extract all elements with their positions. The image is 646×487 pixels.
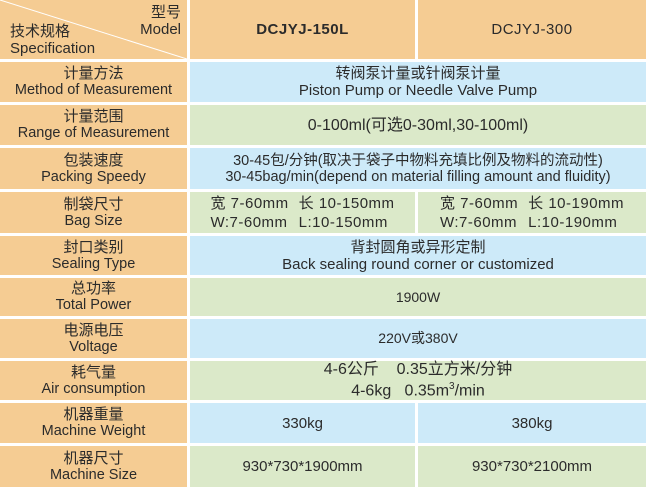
row-label: 计量范围 Range of Measurement <box>0 105 187 145</box>
label-zh: 总功率 <box>70 280 116 297</box>
label-en: Packing Speedy <box>41 168 146 185</box>
value-zh: 背封圆角或异形定制 <box>350 238 486 256</box>
width-zh: 宽 7-60mm <box>439 194 519 212</box>
label-en: Machine Size <box>49 466 138 483</box>
label-zh: 计量范围 <box>63 108 124 125</box>
size-model-1: 930*730*1900mm <box>190 446 415 487</box>
length-zh: 长 10-150mm <box>298 194 395 212</box>
model-2-header: DCJYJ-300 <box>418 0 646 59</box>
value-zh: 4-6公斤 0.35立方米/分钟 <box>323 361 513 379</box>
row-value: 220V或380V <box>190 319 646 358</box>
row-sealing-type: 封口类别 Sealing Type 背封圆角或异形定制 Back sealing r… <box>0 236 646 275</box>
row-voltage: 电源电压 Voltage 220V或380V <box>0 319 646 358</box>
row-label: 机器重量 Machine Weight <box>0 403 187 443</box>
row-value: 0-100ml(可选0-30ml,30-100ml) <box>190 105 646 145</box>
row-value: 30-45包/分钟(取决于袋子中物料充填比例及物料的流动性) 30-45bag/m… <box>190 148 646 189</box>
width-zh: 宽 7-60mm <box>210 194 289 212</box>
bag-size-model-1: 宽 7-60mm 长 10-150mm W:7-60mm L:10-150mm <box>190 192 415 233</box>
length-zh: 长 10-190mm <box>528 194 625 212</box>
label-en: Machine Weight <box>41 423 146 439</box>
model-heading-zh: 型号 <box>150 4 181 21</box>
value-zh: 30-45包/分钟(取决于袋子中物料充填比例及物料的流动性) <box>233 152 603 169</box>
label-zh: 机器尺寸 <box>63 449 124 467</box>
header-corner-cell: 型号 Model 技术规格 Specification <box>0 0 187 59</box>
bag-size-model-2: 宽 7-60mm 长 10-190mm W:7-60mm L:10-190mm <box>418 192 646 233</box>
spec-heading-en: Specification <box>10 40 96 57</box>
label-en: Voltage <box>69 338 118 355</box>
row-bag-size: 制袋尺寸 Bag Size 宽 7-60mm 长 10-150mm W:7-60mm L… <box>0 192 646 233</box>
weight-model-2: 380kg <box>418 403 646 443</box>
value-en: 30-45bag/min(depend on material filling … <box>225 168 611 185</box>
row-label: 封口类别 Sealing Type <box>0 236 187 275</box>
label-en: Bag Size <box>64 212 123 229</box>
value-en: Back sealing round corner or customized <box>282 255 554 273</box>
label-zh: 电源电压 <box>63 321 124 339</box>
model-heading-en: Model <box>140 21 181 38</box>
value-en-main: 4-6kg 0.35m <box>351 382 450 400</box>
label-en: Range of Measurement <box>17 125 170 141</box>
label-zh: 包装速度 <box>63 151 124 169</box>
row-label: 计量方法 Method of Measurement <box>0 62 187 102</box>
label-zh: 封口类别 <box>63 238 124 256</box>
row-label: 总功率 Total Power <box>0 278 187 316</box>
width-en: W:7-60mm <box>210 213 288 231</box>
weight-model-1: 330kg <box>190 403 415 443</box>
label-zh: 机器重量 <box>63 406 124 423</box>
row-label: 电源电压 Voltage <box>0 319 187 358</box>
row-value: 背封圆角或异形定制 Back sealing round corner or cu… <box>190 236 646 275</box>
row-label: 机器尺寸 Machine Size <box>0 446 187 487</box>
row-label: 制袋尺寸 Bag Size <box>0 192 187 233</box>
superscript: 3 <box>449 381 455 393</box>
row-label: 包装速度 Packing Speedy <box>0 148 187 189</box>
row-value: 转阀泵计量或针阀泵计量 Piston Pump or Needle Valve P… <box>190 62 646 102</box>
model-1-header: DCJYJ-150L <box>190 0 415 59</box>
row-machine-size: 机器尺寸 Machine Size 930*730*1900mm 930*730*… <box>0 446 646 487</box>
row-label: 耗气量 Air consumption <box>0 361 187 400</box>
value-en: Piston Pump or Needle Valve Pump <box>298 82 538 99</box>
row-range: 计量范围 Range of Measurement 0-100ml(可选0-30m… <box>0 105 646 145</box>
label-zh: 计量方法 <box>63 65 124 82</box>
model-heading: 型号 Model <box>140 4 181 38</box>
size-model-2: 930*730*2100mm <box>418 446 646 487</box>
length-en: L:10-190mm <box>528 213 618 231</box>
label-en: Sealing Type <box>51 255 136 272</box>
label-zh: 制袋尺寸 <box>63 195 124 213</box>
row-method: 计量方法 Method of Measurement 转阀泵计量或针阀泵计量 Pis… <box>0 62 646 102</box>
label-en: Method of Measurement <box>14 82 173 98</box>
row-machine-weight: 机器重量 Machine Weight 330kg 380kg <box>0 403 646 443</box>
diagonal-divider <box>0 0 187 59</box>
value-en-unit: /min <box>454 382 485 400</box>
row-value: 1900W <box>190 278 646 316</box>
value-en: 4-6kg 0.35m3/min <box>351 378 485 399</box>
width-en: W:7-60mm <box>439 213 518 231</box>
label-en: Total Power <box>55 297 132 313</box>
row-air-consumption: 耗气量 Air consumption 4-6公斤 0.35立方米/分钟 4-6k… <box>0 361 646 400</box>
label-en: Air consumption <box>41 380 146 397</box>
length-en: L:10-150mm <box>298 213 388 231</box>
row-total-power: 总功率 Total Power 1900W <box>0 278 646 316</box>
value-zh: 转阀泵计量或针阀泵计量 <box>335 65 501 82</box>
label-zh: 耗气量 <box>70 363 116 381</box>
row-packing-speed: 包装速度 Packing Speedy 30-45包/分钟(取决于袋子中物料充填比… <box>0 148 646 189</box>
header-row: 型号 Model 技术规格 Specification DCJYJ-150L D… <box>0 0 646 59</box>
row-value: 4-6公斤 0.35立方米/分钟 4-6kg 0.35m3/min <box>190 361 646 400</box>
spec-heading: 技术规格 Specification <box>10 23 95 57</box>
spec-heading-zh: 技术规格 <box>10 23 71 40</box>
